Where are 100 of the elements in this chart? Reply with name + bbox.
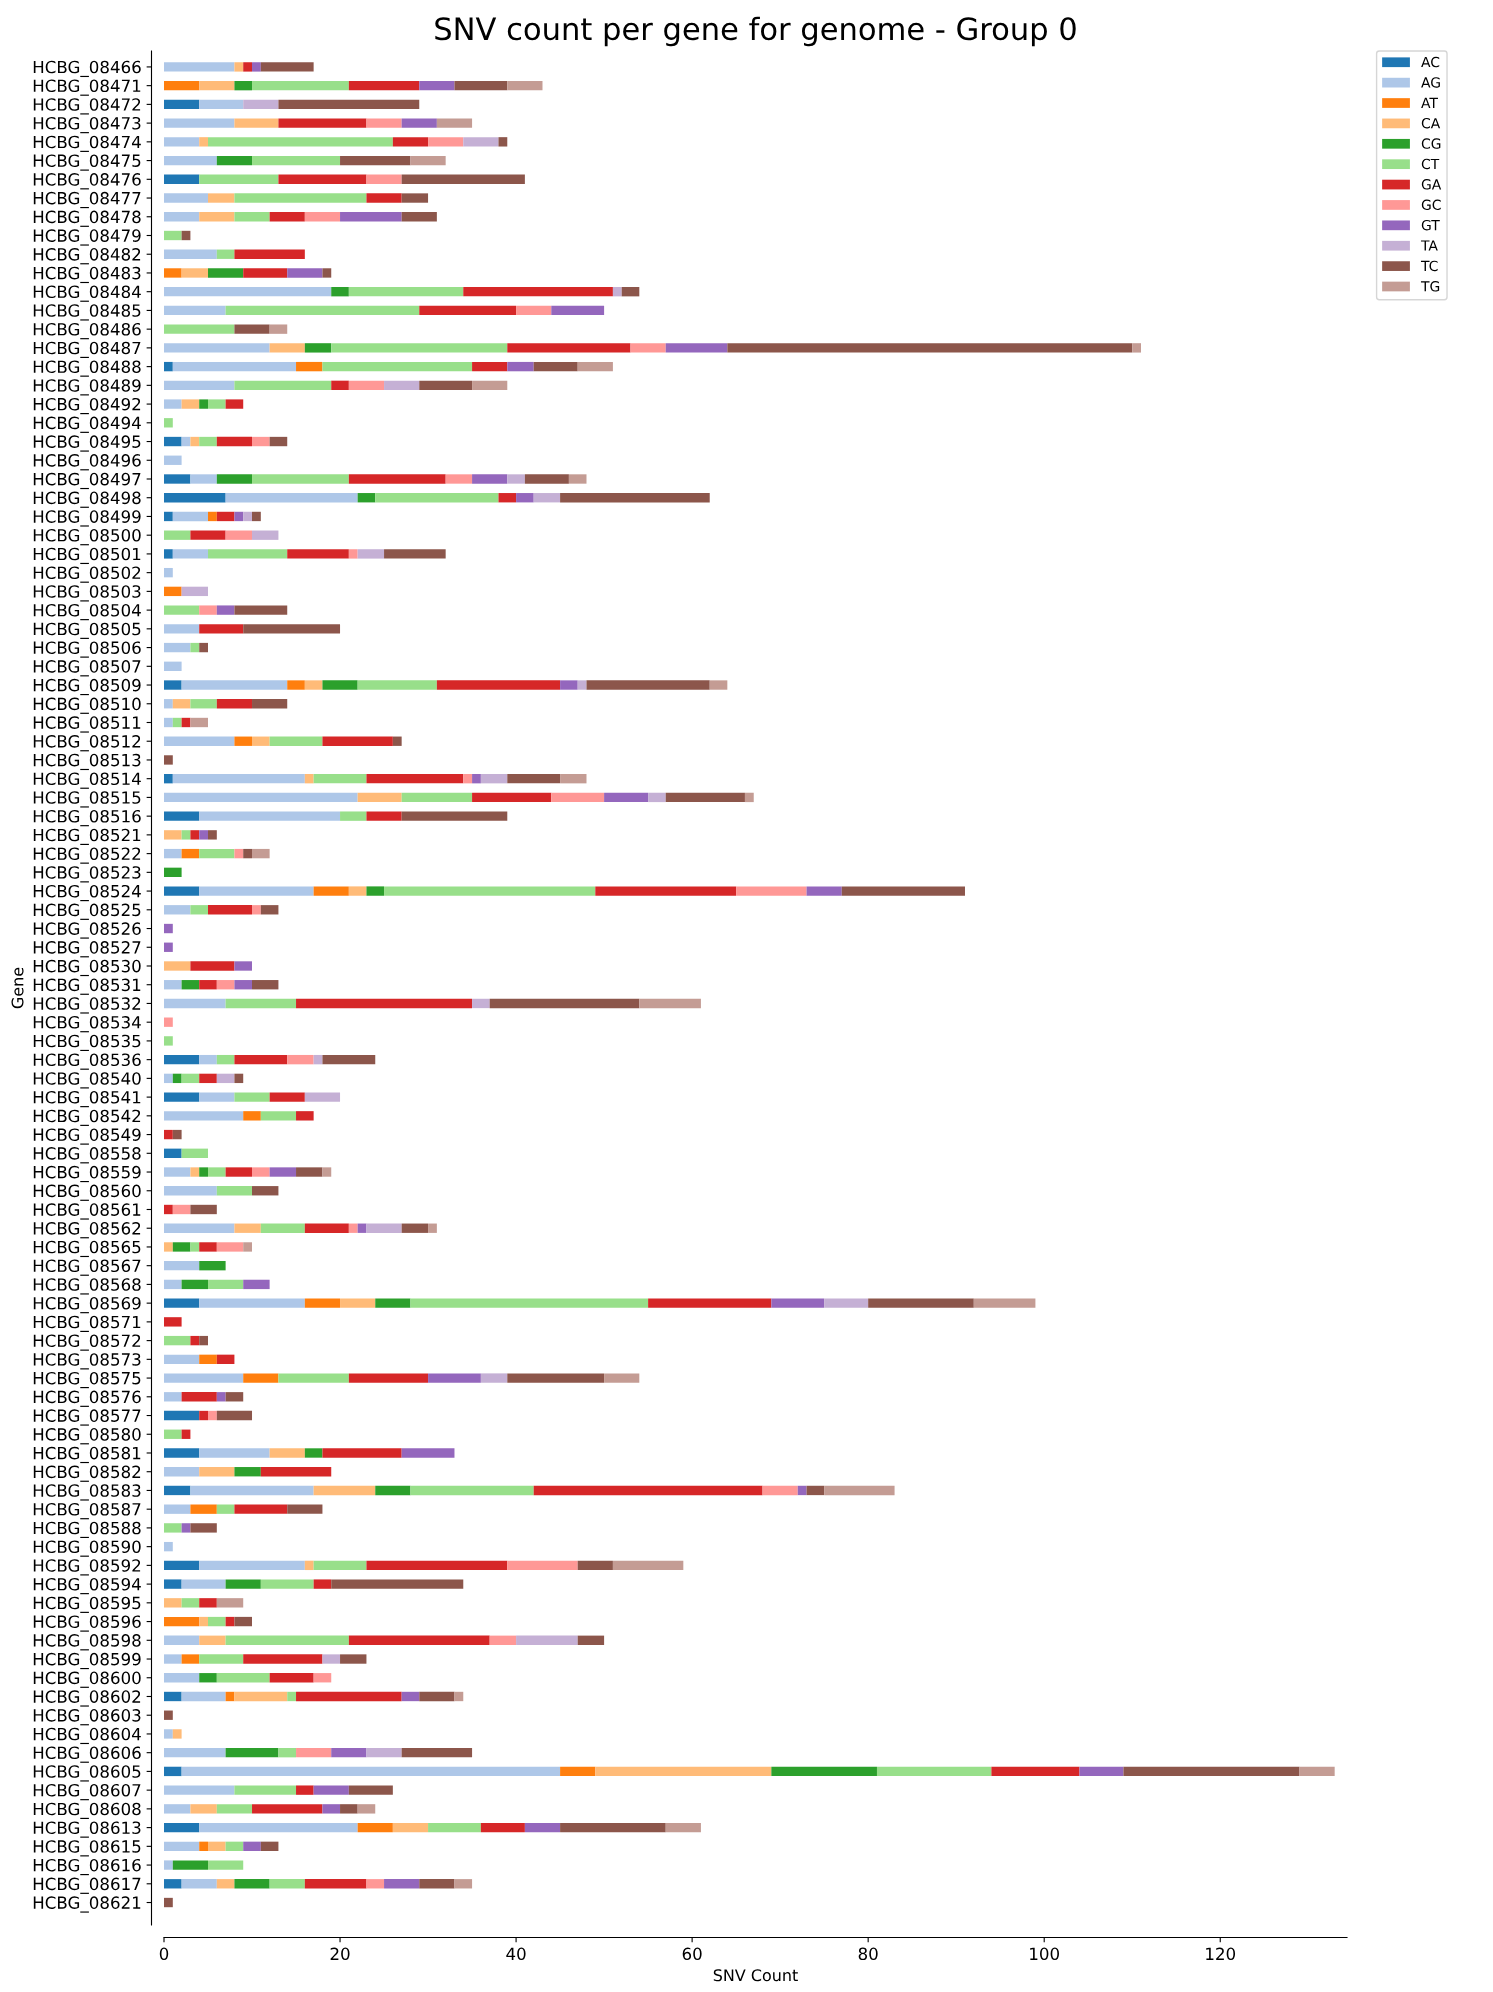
legend-label: AC: [1421, 56, 1440, 68]
bar: [164, 1036, 173, 1046]
bar: [234, 324, 270, 334]
y-tick-label: HCBG_08474: [33, 135, 141, 152]
bar: [252, 62, 261, 72]
bar: [164, 80, 200, 91]
bar: [164, 1410, 200, 1421]
bar: [392, 137, 429, 147]
bar: [401, 1448, 455, 1458]
bar: [216, 474, 253, 484]
bar: [234, 62, 244, 72]
bar: [164, 586, 182, 597]
bar: [366, 811, 402, 821]
bar: [172, 1242, 191, 1252]
bar: [1132, 343, 1142, 353]
bar: [366, 774, 464, 784]
bar: [181, 680, 288, 690]
bar: [296, 1111, 314, 1121]
bar: [164, 642, 191, 653]
bar: [208, 1860, 244, 1870]
bar: [252, 1804, 323, 1814]
bar: [164, 1373, 244, 1383]
bar: [472, 361, 508, 372]
bar: [199, 1841, 209, 1852]
bar: [199, 811, 341, 821]
bar: [190, 1242, 200, 1252]
bar: [181, 1523, 191, 1533]
bar: [533, 493, 561, 503]
bar: [648, 792, 666, 803]
bar: [199, 399, 209, 409]
bar: [164, 137, 200, 147]
bar: [331, 1579, 464, 1589]
bar: [164, 174, 200, 184]
bar: [225, 1748, 279, 1758]
bar: [164, 380, 235, 391]
bar: [164, 1710, 173, 1720]
bar: [278, 118, 367, 128]
bar: [973, 1298, 1036, 1308]
bar: [507, 343, 631, 353]
bar: [164, 1598, 182, 1608]
y-tick-label: HCBG_08577: [33, 1409, 141, 1426]
y-tick-label: HCBG_08616: [33, 1858, 141, 1876]
bar: [164, 1317, 182, 1327]
bar: [190, 717, 209, 728]
x-tick-label: 0: [159, 1947, 169, 1961]
bar: [419, 1691, 455, 1702]
y-tick-label: HCBG_08499: [33, 510, 141, 527]
bar: [428, 137, 464, 147]
bar: [216, 1804, 253, 1814]
y-tick-label: HCBG_08617: [33, 1877, 141, 1894]
bar: [560, 774, 587, 784]
bar: [472, 474, 508, 484]
bar: [164, 1148, 182, 1158]
bar: [164, 998, 226, 1009]
bar: [665, 1822, 701, 1833]
bar: [199, 174, 279, 184]
bar: [216, 249, 235, 259]
y-tick-label: HCBG_08567: [33, 1259, 141, 1276]
bar: [560, 680, 578, 690]
bar: [260, 1579, 314, 1589]
x-tick-label: 40: [506, 1947, 526, 1961]
bar: [507, 1373, 605, 1383]
bar: [436, 118, 473, 128]
bar: [164, 1298, 200, 1308]
bar: [164, 624, 200, 634]
y-tick-label: HCBG_08492: [33, 397, 141, 415]
bar: [348, 886, 367, 896]
bar: [340, 1298, 376, 1308]
bar: [252, 848, 270, 859]
y-tick-label: HCBG_08599: [33, 1652, 141, 1670]
bar: [577, 680, 587, 690]
bar: [612, 287, 622, 297]
bar: [463, 287, 613, 297]
bar: [234, 1616, 253, 1627]
bar: [375, 1298, 411, 1308]
bar: [524, 474, 569, 484]
bar: [463, 137, 499, 147]
bar: [401, 1223, 429, 1233]
bar: [269, 436, 288, 447]
bar: [340, 1654, 367, 1664]
bar: [260, 62, 314, 72]
bar: [384, 380, 420, 391]
x-tick-label: 60: [682, 1947, 702, 1961]
bar: [260, 1111, 297, 1121]
bar: [348, 1223, 358, 1233]
bar: [648, 1298, 772, 1308]
bar: [234, 1223, 261, 1233]
bar: [234, 1467, 261, 1477]
legend-label: TG: [1420, 281, 1440, 292]
bar: [164, 493, 226, 503]
bar: [560, 493, 710, 503]
bar: [357, 1804, 376, 1814]
bar: [322, 1804, 341, 1814]
y-tick-label: HCBG_08476: [33, 173, 141, 190]
bar: [384, 549, 446, 559]
bar: [278, 174, 367, 184]
bar: [164, 1804, 191, 1814]
bar: [199, 1054, 217, 1065]
bar: [164, 1448, 200, 1458]
bar: [771, 1298, 825, 1308]
